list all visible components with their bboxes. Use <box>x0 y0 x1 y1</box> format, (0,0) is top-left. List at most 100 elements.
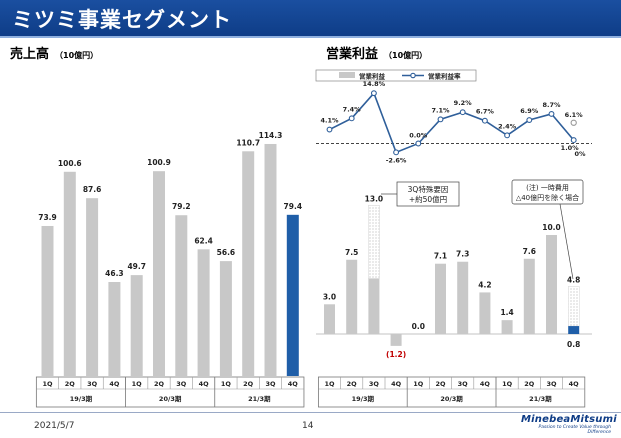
sales-data-label: 46.3 <box>105 269 124 278</box>
legend-bar-label: 営業利益 <box>359 72 386 81</box>
op-data-label: 3.0 <box>323 292 336 301</box>
op-tick-label: 4Q <box>569 380 580 388</box>
sales-tick-label: 1Q <box>42 380 53 388</box>
sales-data-label: 79.2 <box>172 202 191 211</box>
op-tick-label: 1Q <box>502 380 513 388</box>
legend-line-marker <box>410 72 416 79</box>
op-bar <box>435 263 446 334</box>
margin-point <box>415 140 422 147</box>
margin-point <box>370 90 377 97</box>
callout-q4-leader <box>559 203 574 280</box>
op-tick-label: 1Q <box>324 380 335 388</box>
sales-bar <box>175 215 188 376</box>
margin-zero-label: 0% <box>574 150 586 158</box>
op-data-label: 0.0 <box>412 322 425 331</box>
sales-bar <box>242 151 255 376</box>
callout-q3-line1: 3Q特殊要因 <box>408 184 449 194</box>
sales-tick-label: 1Q <box>221 380 232 388</box>
op-bar <box>324 304 335 334</box>
sales-title: 売上高 <box>10 47 50 62</box>
sales-bar <box>86 198 99 376</box>
sales-data-label: 100.9 <box>147 158 171 167</box>
margin-point <box>326 126 333 133</box>
sales-bar <box>286 214 299 376</box>
margin-label: -2.6% <box>386 156 407 164</box>
sales-tick-label: 4Q <box>109 380 120 388</box>
title-rule <box>0 36 621 38</box>
op-bar <box>368 278 380 334</box>
margin-point <box>526 117 533 123</box>
margin-label: 0.0% <box>409 132 428 140</box>
op-tick-label: 3Q <box>546 380 557 388</box>
sales-section-title: 売上高 （10億円） <box>10 43 98 62</box>
callout-q4-box <box>511 179 584 205</box>
margin-point <box>548 110 555 117</box>
sales-data-label: 56.6 <box>217 248 236 257</box>
margin-adjusted-label: 6.1% <box>565 111 584 119</box>
op-data-label: 7.6 <box>523 247 536 256</box>
op-income-section-title: 営業利益 （10億円） <box>326 43 427 62</box>
callout-q3-line2: +約50億円 <box>409 194 447 204</box>
margin-label: 2.4% <box>498 122 517 130</box>
page-number: 14 <box>302 421 314 431</box>
op-group-label: 20/3期 <box>440 394 463 403</box>
margin-point <box>348 115 355 122</box>
op-data-label: 7.3 <box>456 250 469 259</box>
op-tick-label: 4Q <box>480 380 491 388</box>
footer-date: 2021/5/7 <box>34 421 75 431</box>
op-data-label: 4.2 <box>478 280 491 289</box>
op-tick-label: 4Q <box>391 380 402 388</box>
sales-tick-label: 2Q <box>243 380 254 388</box>
op-bar <box>346 259 358 334</box>
page-title: ミツミ事業セグメント <box>12 8 232 32</box>
margin-label: 7.1% <box>431 106 450 114</box>
sales-bar <box>108 282 121 376</box>
margin-point <box>504 132 511 139</box>
op-adjusted-label: 13.0 <box>365 194 384 203</box>
op-bar-excluded <box>368 205 380 279</box>
legend-box <box>315 69 477 82</box>
op-bar-excluded <box>568 286 580 327</box>
sales-group-label: 21/3期 <box>248 394 271 403</box>
legend-bar-swatch <box>339 72 355 78</box>
company-logo: MinebeaMitsumi Passion to Create Value t… <box>521 414 617 435</box>
sales-data-label: 73.9 <box>38 213 57 222</box>
margin-point <box>481 117 488 124</box>
op-data-label: 7.1 <box>434 252 447 261</box>
op-group-label: 21/3期 <box>529 394 552 403</box>
sales-data-label: 87.6 <box>83 185 102 194</box>
footer-rule <box>0 412 621 413</box>
margin-label: 6.9% <box>520 107 539 115</box>
margin-label: 9.2% <box>454 99 473 107</box>
op-bar <box>479 292 491 334</box>
sales-bar <box>197 249 210 376</box>
sales-group-label: 19/3期 <box>70 394 93 403</box>
margin-point <box>570 137 577 144</box>
sales-data-label: 79.4 <box>284 202 303 211</box>
sales-tick-label: 4Q <box>288 380 299 388</box>
sales-group-label: 20/3期 <box>159 394 182 403</box>
sales-tick-label: 2Q <box>154 380 165 388</box>
callout-q4-line2: △40億円を除く場合 <box>516 193 579 202</box>
op-bar <box>390 334 402 346</box>
op-bar <box>546 235 557 334</box>
op-adjusted-label: 4.8 <box>567 275 580 284</box>
margin-point <box>437 116 444 123</box>
op-bar <box>501 320 513 334</box>
op-bar <box>568 326 580 334</box>
sales-data-label: 100.6 <box>58 159 82 168</box>
sales-tick-label: 2Q <box>65 380 76 388</box>
callout-q4-line1: (注) 一時費用 <box>526 183 569 192</box>
sales-bar <box>130 275 143 376</box>
sales-tick-label: 3Q <box>87 380 98 388</box>
op-tick-label: 2Q <box>435 380 446 388</box>
logo-tagline: Passion to Create Value through Differen… <box>538 425 611 435</box>
op-data-label: 10.0 <box>542 223 561 232</box>
sales-data-label: 110.7 <box>236 138 260 147</box>
op-income-title: 営業利益 <box>326 47 379 62</box>
sales-unit: （10億円） <box>55 51 99 60</box>
op-data-label: (1.2) <box>386 350 406 359</box>
sales-bar <box>41 225 54 376</box>
